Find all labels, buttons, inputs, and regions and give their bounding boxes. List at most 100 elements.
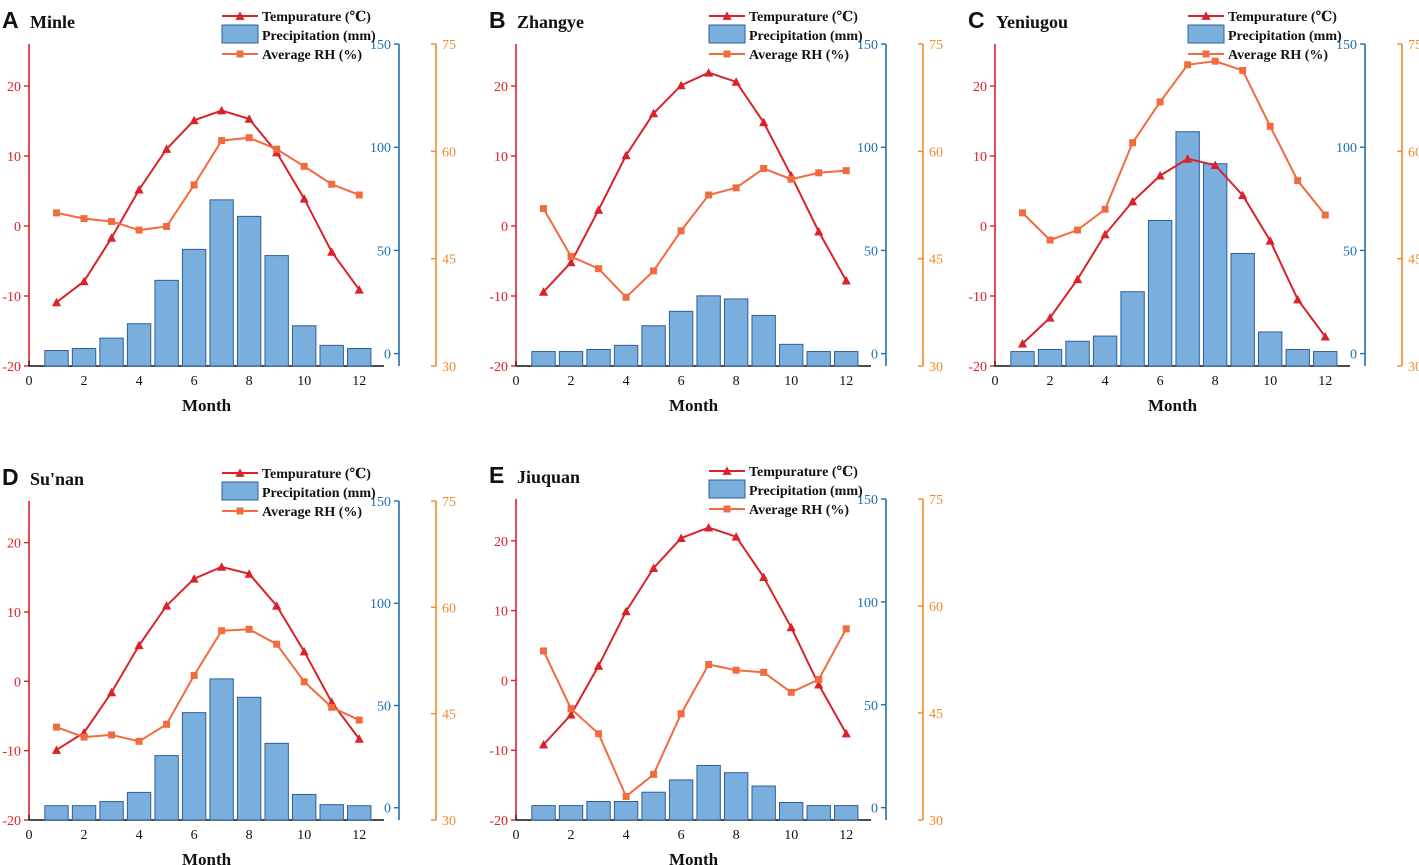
rh-point bbox=[53, 209, 61, 217]
rh-point bbox=[567, 253, 575, 261]
precipitation-tick-label: 100 bbox=[370, 597, 391, 612]
panel-letter: D bbox=[2, 464, 19, 490]
rh-point bbox=[677, 227, 685, 235]
precipitation-bar bbox=[291, 793, 317, 821]
rh-point bbox=[787, 175, 795, 183]
precipitation-bar bbox=[834, 805, 859, 821]
rh-point bbox=[1184, 61, 1192, 69]
rh-point bbox=[1129, 139, 1137, 147]
rh-point bbox=[328, 180, 336, 188]
precipitation-bar bbox=[723, 298, 749, 367]
temperature-point bbox=[1320, 332, 1330, 341]
rh-point bbox=[80, 215, 88, 223]
month-tick-label: 4 bbox=[136, 828, 143, 843]
precipitation-bar bbox=[1010, 351, 1035, 367]
month-tick-label: 6 bbox=[191, 374, 198, 389]
precipitation-bar bbox=[586, 348, 611, 367]
legend: Tempurature (℃) Precipitation (mm) Average… bbox=[708, 465, 863, 518]
legend-rh-label: Average RH (%) bbox=[749, 503, 849, 518]
temperature-point bbox=[648, 563, 659, 572]
month-tick-label: 4 bbox=[623, 828, 630, 843]
rh-point bbox=[300, 678, 308, 686]
temperature-tick-label: 20 bbox=[494, 535, 508, 550]
rh-point bbox=[163, 720, 171, 728]
legend-rh-label: Average RH (%) bbox=[262, 48, 362, 63]
panel-title: Minle bbox=[30, 12, 75, 32]
legend-precipitation-swatch bbox=[221, 24, 259, 44]
panel-title: Zhangye bbox=[517, 12, 584, 32]
rh-tick-label: 30 bbox=[442, 360, 456, 375]
precipitation-tick-label: 0 bbox=[871, 802, 878, 817]
rh-tick-label: 75 bbox=[1408, 38, 1419, 53]
precipitation-bar bbox=[613, 344, 639, 367]
temperature-point bbox=[217, 562, 227, 571]
legend-rh-marker bbox=[723, 50, 731, 58]
rh-point bbox=[80, 733, 88, 741]
x-axis-title: Month bbox=[669, 396, 719, 415]
month-tick-label: 0 bbox=[513, 828, 520, 843]
precipitation-bar bbox=[99, 337, 124, 367]
precipitation-bar bbox=[1092, 335, 1118, 367]
legend-rh-marker bbox=[236, 50, 244, 58]
precipitation-bar bbox=[1257, 331, 1283, 367]
precipitation-bar bbox=[751, 314, 776, 367]
temperature-point bbox=[106, 687, 117, 697]
temperature-tick-label: 10 bbox=[7, 150, 21, 165]
panel-e: E Jiuquan -20 -10 0 10 20 0 2 4 6 8 10 12 Month 0 50 100 1… bbox=[489, 462, 943, 865]
rh-point bbox=[842, 167, 850, 175]
rh-point bbox=[135, 737, 143, 745]
month-tick-label: 10 bbox=[784, 374, 798, 389]
rh-point bbox=[732, 666, 740, 674]
month-tick-label: 2 bbox=[568, 828, 575, 843]
temperature-point bbox=[538, 740, 549, 749]
rh-point bbox=[355, 191, 363, 199]
month-tick-label: 6 bbox=[1157, 374, 1164, 389]
rh-tick-label: 45 bbox=[1408, 253, 1419, 268]
precipitation-bar bbox=[778, 343, 804, 367]
precipitation-bar bbox=[71, 805, 97, 821]
temperature-point bbox=[759, 117, 769, 127]
rh-line bbox=[542, 167, 847, 299]
legend: Tempurature (℃) Precipitation (mm) Average… bbox=[221, 10, 376, 63]
rh-tick-label: 45 bbox=[442, 253, 456, 268]
rh-point bbox=[815, 169, 823, 177]
precipitation-bar bbox=[181, 248, 207, 367]
month-tick-label: 8 bbox=[246, 374, 253, 389]
temperature-tick-label: -20 bbox=[489, 360, 508, 375]
rh-tick-label: 75 bbox=[929, 38, 943, 53]
x-axis-title: Month bbox=[1148, 396, 1198, 415]
panel-a: A Minle -20 -10 0 10 20 0 2 4 6 8 10 12 Month 0 50 100 150… bbox=[2, 7, 456, 415]
temperature-point bbox=[189, 574, 199, 583]
temperature-point bbox=[354, 285, 364, 294]
temperature-point bbox=[676, 533, 686, 542]
month-tick-label: 12 bbox=[839, 374, 853, 389]
precipitation-bar bbox=[181, 712, 207, 821]
rh-tick-label: 30 bbox=[929, 814, 943, 829]
rh-point bbox=[650, 770, 658, 778]
temperature-tick-label: 0 bbox=[980, 220, 987, 235]
temperature-line bbox=[542, 71, 848, 293]
temperature-point bbox=[1265, 236, 1275, 245]
month-tick-label: 0 bbox=[513, 374, 520, 389]
rh-point bbox=[705, 660, 713, 668]
precipitation-bar bbox=[531, 805, 556, 821]
temperature-tick-label: 20 bbox=[973, 80, 987, 95]
temperature-point bbox=[354, 734, 364, 743]
rh-tick-label: 60 bbox=[442, 145, 456, 160]
temperature-tick-label: -20 bbox=[2, 360, 21, 375]
month-tick-label: 2 bbox=[568, 374, 575, 389]
panel-letter: A bbox=[2, 7, 19, 33]
precipitation-bar bbox=[154, 755, 179, 821]
legend-temperature-label: Tempurature (℃) bbox=[262, 467, 371, 482]
temperature-point bbox=[621, 606, 631, 616]
panel-b: B Zhangye -20 -10 0 10 20 0 2 4 6 8 10 12 Month 0 50 100 1… bbox=[489, 7, 943, 415]
month-tick-label: 6 bbox=[678, 374, 685, 389]
rh-point bbox=[190, 181, 198, 189]
precipitation-bar bbox=[126, 791, 152, 821]
temperature-point bbox=[593, 205, 604, 214]
legend-temperature-marker bbox=[722, 466, 732, 475]
precipitation-bar bbox=[723, 772, 749, 821]
precipitation-tick-label: 150 bbox=[1336, 38, 1357, 53]
precipitation-bar bbox=[1202, 163, 1228, 367]
rh-tick-label: 30 bbox=[1408, 360, 1419, 375]
